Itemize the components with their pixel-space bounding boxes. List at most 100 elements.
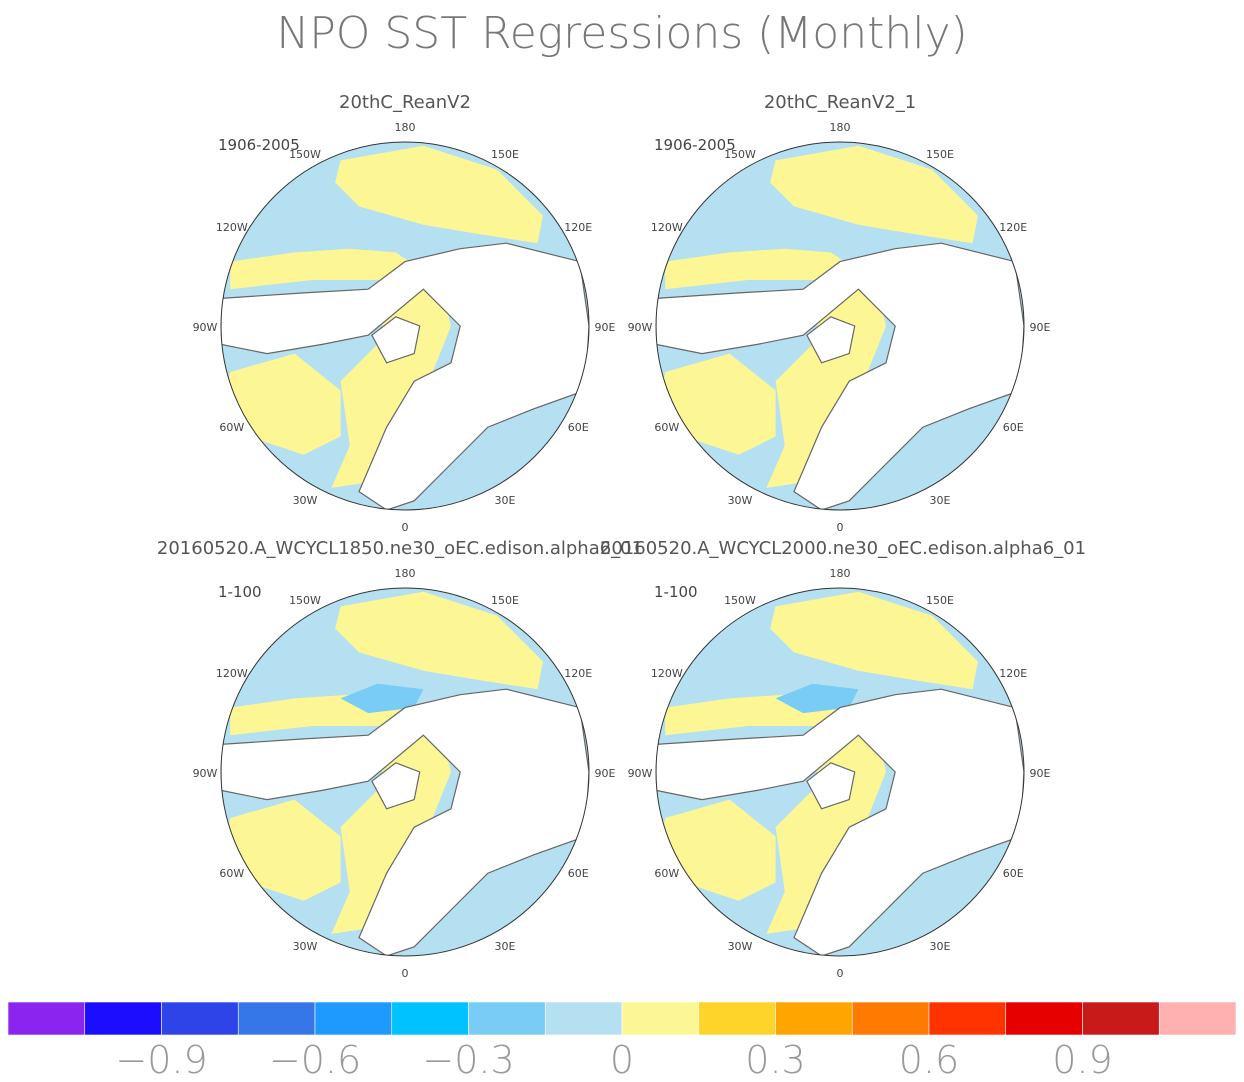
longitude-label: 180 [395, 121, 416, 134]
panel-title: 20160520.A_WCYCL1850.ne30_oEC.edison.alp… [157, 538, 643, 559]
sst-field [656, 142, 1024, 510]
longitude-label: 60E [1003, 867, 1024, 880]
longitude-label: 30E [495, 940, 516, 953]
chart-title: NPO SST Regressions (Monthly) [276, 8, 967, 59]
pacific-positive-region [335, 145, 543, 244]
colorbar-swatch [1158, 1001, 1237, 1036]
colorbar: −0.9 −0.6 −0.3 0 0.3 0.6 0.9 [7, 1001, 1237, 1082]
map-panel-1: 20thC_ReanV2 1906-2005 180 150E 120E 90E 60E 30… [193, 92, 616, 534]
longitude-label: 120E [564, 221, 592, 234]
colorbar-tick-label: 0 [610, 1038, 634, 1082]
panel-period: 1-100 [218, 583, 262, 601]
longitude-label: 120E [999, 221, 1027, 234]
longitude-label: 90W [193, 767, 218, 780]
longitude-label: 150W [724, 594, 756, 607]
colorbar-tick-label: 0.3 [745, 1038, 805, 1082]
longitude-label: 60E [568, 421, 589, 434]
longitude-label: 0 [837, 521, 844, 534]
sst-field [221, 588, 589, 956]
longitude-label: 90W [628, 321, 653, 334]
longitude-label: 150W [289, 594, 321, 607]
longitude-label: 90E [1030, 767, 1051, 780]
colorbar-tick-label: 0.9 [1052, 1038, 1112, 1082]
map-panel-2: 20thC_ReanV2_1 1906-2005 180 150E 120E 90E 60E… [628, 92, 1051, 534]
colorbar-swatch [237, 1001, 316, 1036]
colorbar-swatch [621, 1001, 700, 1036]
greenland [371, 762, 421, 810]
longitude-label: 60W [219, 867, 244, 880]
longitude-label: 120W [216, 221, 248, 234]
colorbar-tick-label: −0.6 [269, 1038, 361, 1082]
colorbar-swatch [851, 1001, 930, 1036]
longitude-label: 180 [395, 567, 416, 580]
longitude-label: 30W [293, 940, 318, 953]
longitude-label: 180 [830, 121, 851, 134]
longitude-label: 60E [568, 867, 589, 880]
longitude-label: 60W [654, 421, 679, 434]
greenland [371, 316, 421, 364]
colorbar-swatch [775, 1001, 853, 1036]
atlantic-positive-region [224, 799, 341, 901]
atlantic-positive-region [659, 799, 776, 901]
colorbar-swatch [314, 1001, 393, 1036]
longitude-label: 30W [293, 494, 318, 507]
coastal-positive-region [665, 248, 859, 290]
longitude-label: 30E [930, 494, 951, 507]
panel-title: 20thC_ReanV2 [339, 92, 471, 113]
globe-border [220, 141, 590, 511]
longitude-label: 90E [595, 767, 616, 780]
continents [656, 688, 1024, 956]
longitude-label: 0 [402, 967, 409, 980]
panel-period: 1-100 [654, 583, 698, 601]
greenland [806, 316, 856, 364]
continents [221, 242, 589, 510]
longitude-label: 90W [193, 321, 218, 334]
colorbar-swatch [391, 1001, 469, 1036]
atlantic-positive-region [224, 353, 341, 455]
colorbar-tick-label: 0.6 [899, 1038, 959, 1082]
longitude-label: 60W [654, 867, 679, 880]
colorbar-swatch [1005, 1001, 1083, 1036]
longitude-label: 150W [289, 148, 321, 161]
longitude-label: 0 [402, 521, 409, 534]
longitude-label: 90E [595, 321, 616, 334]
longitude-label: 120E [999, 667, 1027, 680]
pacific-negative-core [340, 683, 424, 714]
longitude-label: 150E [491, 594, 519, 607]
longitude-label: 150E [926, 148, 954, 161]
continents [656, 242, 1024, 510]
longitude-label: 30E [495, 494, 516, 507]
pacific-positive-region [335, 591, 543, 690]
map-panels: 20thC_ReanV2 1906-2005 180 150E 120E 90E 60E 30… [157, 92, 1086, 980]
globe-border [655, 587, 1025, 957]
panel-title: 20160520.A_WCYCL2000.ne30_oEC.edison.alp… [600, 538, 1086, 559]
longitude-label: 90E [1030, 321, 1051, 334]
longitude-label: 120W [216, 667, 248, 680]
longitude-label: 60E [1003, 421, 1024, 434]
colorbar-swatch [928, 1001, 1007, 1036]
longitude-label: 90W [628, 767, 653, 780]
colorbar-swatch [468, 1001, 546, 1036]
colorbar-swatch [1082, 1001, 1160, 1036]
longitude-label: 30W [728, 494, 753, 507]
longitude-label: 150W [724, 148, 756, 161]
colorbar-tick-label: −0.3 [422, 1038, 514, 1082]
panel-title: 20thC_ReanV2_1 [764, 92, 916, 113]
sst-field [656, 588, 1024, 956]
colorbar-swatch [84, 1001, 162, 1036]
globe-border [220, 587, 590, 957]
longitude-label: 120W [651, 221, 683, 234]
colorbar-swatch [161, 1001, 239, 1036]
coastal-positive-region [230, 248, 424, 290]
panel-period: 1906-2005 [218, 136, 300, 154]
colorbar-swatch [544, 1001, 623, 1036]
longitude-label: 120E [564, 667, 592, 680]
greenland [806, 762, 856, 810]
colorbar-swatch [698, 1001, 776, 1036]
longitude-label: 30W [728, 940, 753, 953]
longitude-label: 30E [930, 940, 951, 953]
continents [221, 688, 589, 956]
map-panel-3: 20160520.A_WCYCL1850.ne30_oEC.edison.alp… [157, 538, 643, 980]
pacific-positive-region [770, 591, 978, 690]
